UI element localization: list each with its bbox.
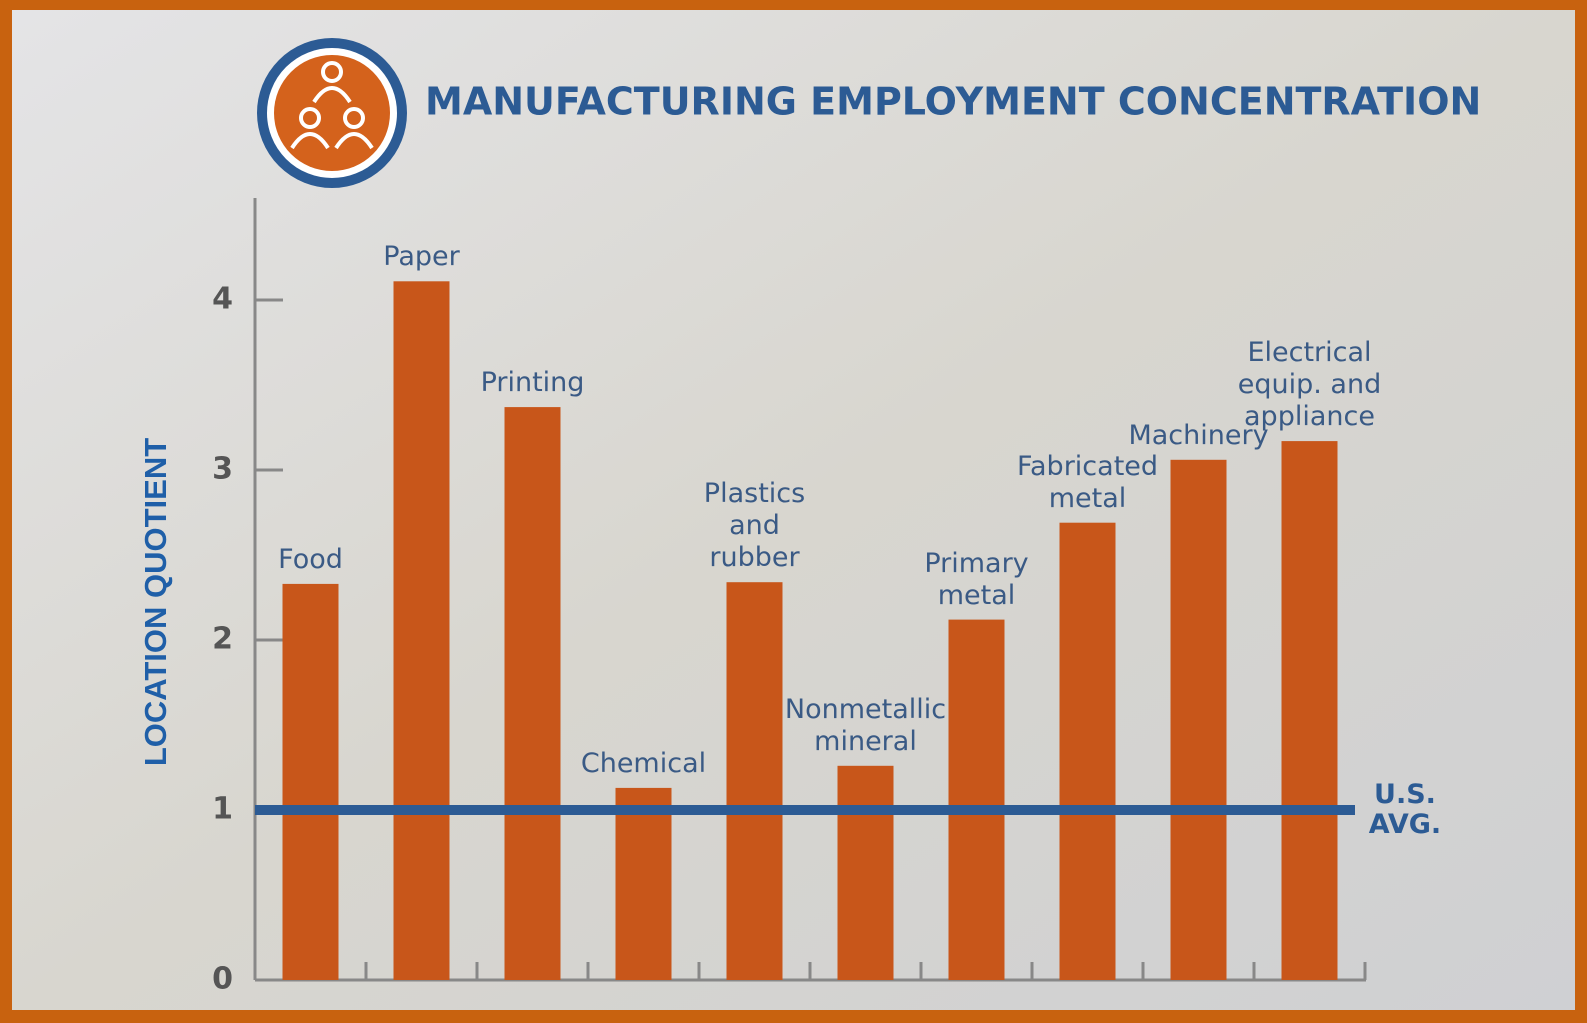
- bar: [394, 281, 450, 980]
- bar-label: Electrical equip. and appliance: [1238, 337, 1381, 433]
- bar: [838, 766, 894, 980]
- bar-label: Chemical: [581, 748, 706, 780]
- bar-label: Printing: [481, 367, 585, 399]
- reference-label: U.S. AVG.: [1369, 780, 1441, 840]
- bar: [949, 620, 1005, 980]
- bar: [505, 407, 561, 980]
- bar-label: Fabricated metal: [1017, 451, 1158, 515]
- y-tick-label: 1: [212, 792, 233, 827]
- y-tick-label: 3: [212, 452, 233, 487]
- page: MANUFACTURING EMPLOYMENT CONCENTRATION L…: [0, 0, 1587, 1023]
- bar-label: Paper: [383, 241, 459, 273]
- y-tick-label: 4: [212, 282, 233, 317]
- bar-label: Plastics and rubber: [704, 478, 805, 574]
- bar-label: Nonmetallic mineral: [785, 694, 946, 758]
- bar-label: Primary metal: [924, 548, 1028, 612]
- icon: [262, 43, 402, 183]
- bar: [1171, 460, 1227, 980]
- y-tick-label: 2: [212, 622, 233, 657]
- bar: [1282, 441, 1338, 980]
- bar: [1060, 523, 1116, 980]
- chart-title: MANUFACTURING EMPLOYMENT CONCENTRATION: [425, 80, 1481, 124]
- bar: [616, 788, 672, 980]
- bar-label: Food: [278, 544, 343, 576]
- y-tick-label: 0: [212, 962, 233, 997]
- bar: [727, 582, 783, 980]
- y-axis-label: LOCATION QUOTIENT: [138, 438, 173, 766]
- bar: [283, 584, 339, 980]
